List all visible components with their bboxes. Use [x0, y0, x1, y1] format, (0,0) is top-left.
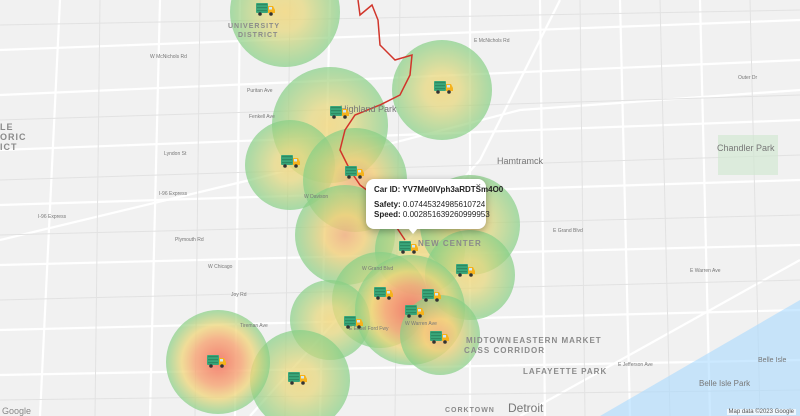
svg-text:NEW CENTER: NEW CENTER: [418, 239, 482, 248]
map-attribution[interactable]: Map data ©2023 Google: [726, 409, 796, 415]
svg-text:W Grand Blvd: W Grand Blvd: [362, 266, 393, 272]
heatmap-layer: [166, 0, 520, 416]
road-labels: I-96 Express I-96 Express W McNichols Rd…: [38, 38, 758, 368]
svg-text:Plymouth Rd: Plymouth Rd: [175, 237, 204, 243]
district-labels: UNIVERSITY DISTRICT Highland Park Hamtra…: [0, 23, 787, 415]
svg-text:Joy Rd: Joy Rd: [231, 292, 247, 298]
svg-text:Belle Isle: Belle Isle: [758, 357, 787, 364]
svg-text:E Grand Blvd: E Grand Blvd: [553, 228, 583, 234]
svg-text:CASS CORRIDOR: CASS CORRIDOR: [464, 346, 545, 355]
vehicle-info-popup: × Car ID: YV7Me0IVph3aRDTSm4O0 Safety: 0…: [366, 179, 504, 229]
svg-text:W Chicago: W Chicago: [208, 264, 233, 270]
svg-text:W Davison: W Davison: [304, 194, 328, 200]
svg-text:MIDTOWN: MIDTOWN: [466, 336, 512, 345]
svg-text:E Edsel Ford Fwy: E Edsel Ford Fwy: [349, 326, 389, 332]
svg-text:W Warren Ave: W Warren Ave: [405, 321, 437, 327]
svg-text:Outer Dr: Outer Dr: [738, 75, 758, 81]
svg-text:Tireman Ave: Tireman Ave: [240, 323, 268, 329]
svg-text:E Warren Ave: E Warren Ave: [690, 268, 721, 274]
close-icon[interactable]: ×: [475, 181, 481, 191]
svg-text:I-96 Express: I-96 Express: [38, 214, 67, 220]
svg-text:Puritan Ave: Puritan Ave: [247, 88, 273, 94]
svg-text:W McNichols Rd: W McNichols Rd: [150, 54, 187, 60]
popup-title: Car ID: YV7Me0IVph3aRDTSm4O0: [374, 185, 504, 194]
svg-text:Detroit: Detroit: [508, 401, 544, 415]
svg-text:Belle Isle Park: Belle Isle Park: [699, 379, 751, 388]
svg-text:DISTRICT: DISTRICT: [238, 32, 278, 39]
route-line: [339, 0, 413, 241]
svg-text:EASTERN MARKET: EASTERN MARKET: [513, 336, 602, 345]
svg-text:Highland Park: Highland Park: [340, 104, 397, 114]
svg-text:LE: LE: [0, 122, 14, 132]
svg-text:UNIVERSITY: UNIVERSITY: [228, 23, 280, 30]
svg-text:Fenkell Ave: Fenkell Ave: [249, 114, 275, 120]
svg-text:LAFAYETTE PARK: LAFAYETTE PARK: [523, 367, 607, 376]
svg-text:ICT: ICT: [0, 142, 18, 152]
map-logo: Google: [2, 406, 32, 416]
popup-pointer: [408, 228, 418, 234]
svg-text:Lyndon St: Lyndon St: [164, 151, 187, 157]
svg-text:E Jefferson Ave: E Jefferson Ave: [618, 362, 653, 368]
car-id: YV7Me0IVph3aRDTSm4O0: [402, 185, 504, 194]
safety-row: Safety: 0.07445324985610724: [374, 200, 486, 209]
svg-text:I-96 Express: I-96 Express: [159, 191, 188, 197]
svg-text:Hamtramck: Hamtramck: [497, 156, 544, 166]
speed-value: 0.002851639260999953: [402, 210, 490, 219]
svg-text:CORKTOWN: CORKTOWN: [445, 407, 495, 414]
speed-row: Speed: 0.002851639260999953: [374, 210, 490, 219]
safety-value: 0.07445324985610724: [402, 200, 486, 209]
svg-text:ORIC: ORIC: [0, 132, 27, 142]
svg-text:Chandler Park: Chandler Park: [717, 143, 775, 153]
svg-text:E McNichols Rd: E McNichols Rd: [474, 38, 510, 44]
